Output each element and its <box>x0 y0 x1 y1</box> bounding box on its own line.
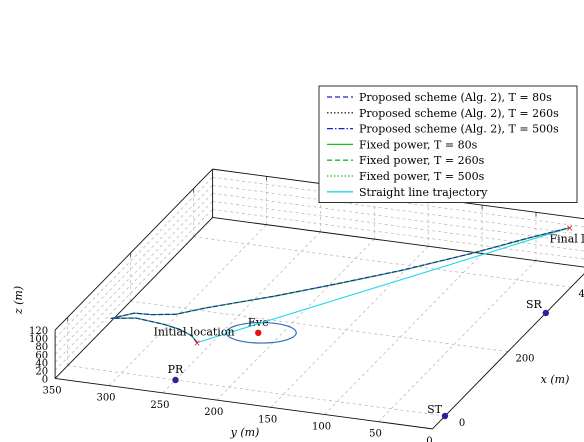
y-tick-label: 200 <box>204 407 223 418</box>
initial-location-marker: × <box>193 339 201 349</box>
grid-line-side-z <box>54 209 213 371</box>
legend-entry-label: Fixed power, T = 500s <box>359 170 485 183</box>
x-axis-label: x (m) <box>541 373 570 386</box>
node-st-marker <box>441 412 449 420</box>
z-tick-label: 120 <box>29 326 48 337</box>
grid-line-floor-y <box>378 260 537 422</box>
node-eve-marker <box>255 329 262 336</box>
x-tick-label: 400 <box>578 289 584 300</box>
z-tick-label: 0 <box>42 374 48 385</box>
axis-frame-edge <box>212 217 584 268</box>
legend-entry-label: Proposed scheme (Alg. 2), T = 500s <box>359 123 559 136</box>
legend-entry-label: Proposed scheme (Alg. 2), T = 260s <box>359 107 559 120</box>
axis-frame-edge <box>54 217 213 379</box>
grid-line-floor-y <box>162 231 321 394</box>
trajectories <box>110 227 570 344</box>
grid-line-side-z <box>54 184 213 347</box>
node-sr-label: SR <box>526 298 543 311</box>
z-tick-label: 20 <box>35 366 48 377</box>
x-tick-label: 200 <box>515 354 534 365</box>
grid-line-side-z <box>54 201 213 363</box>
node-pr-label: PR <box>168 363 184 376</box>
final-location-marker: × <box>566 224 574 234</box>
z-axis-label: z (m) <box>12 286 25 315</box>
y-tick-label: 100 <box>312 421 331 432</box>
y-axis-label: y (m) <box>230 426 260 439</box>
node-pr-marker <box>172 376 179 384</box>
axis-frame-edge <box>54 168 213 331</box>
node-sr-marker <box>542 309 549 317</box>
y-tick-label: 250 <box>150 400 169 411</box>
y-tick-label: 0 <box>426 436 432 442</box>
y-tick-label: 300 <box>96 393 115 404</box>
y-tick-label: 350 <box>43 385 62 396</box>
grid-line-floor-y <box>108 224 267 386</box>
z-tick-label: 40 <box>35 358 48 369</box>
grid-line-back-z <box>212 201 584 252</box>
legend: Proposed scheme (Alg. 2), T = 80s Propose… <box>318 85 578 203</box>
legend-entry-label: Straight line trajectory <box>359 186 488 199</box>
node-st-label: ST <box>427 403 443 416</box>
y-tick-label: 50 <box>369 429 382 440</box>
node-eve-label: Eve <box>248 316 269 329</box>
grid-line-floor-y <box>324 253 483 415</box>
grid-line-floor-y <box>216 238 375 401</box>
annotations: ×Final location×Initial location <box>154 224 584 349</box>
series-straight-line-trajectory <box>196 227 570 344</box>
legend-entry-label: Proposed scheme (Alg. 2), T = 80s <box>359 91 552 104</box>
axis-frame-edge <box>432 273 584 430</box>
grid-line-side-z <box>54 193 213 355</box>
grid-line-floor-x <box>67 365 446 417</box>
series-proposed-scheme-alg-2- <box>110 227 570 343</box>
grid-line-floor-y <box>432 273 584 430</box>
grid-line-floor-y <box>270 246 429 408</box>
axis-frame-edge <box>55 378 433 430</box>
initial-location-label: Initial location <box>154 326 235 339</box>
z-tick-label: 80 <box>35 342 48 353</box>
z-tick-label: 100 <box>29 334 48 345</box>
z-tick-label: 60 <box>35 350 48 361</box>
x-tick-label: 0 <box>459 418 465 429</box>
grid-line-back-z <box>212 209 584 260</box>
legend-entry-label: Fixed power, T = 260s <box>359 154 485 167</box>
final-location-label: Final location <box>550 233 584 246</box>
grid-line-side-z <box>54 176 213 339</box>
y-tick-label: 150 <box>258 414 277 425</box>
legend-box <box>318 85 578 203</box>
legend-entry-label: Fixed power, T = 80s <box>359 138 478 151</box>
axes-frame <box>54 168 584 430</box>
tick-labels: 0204060801001203503002502001501005000200… <box>29 289 584 442</box>
